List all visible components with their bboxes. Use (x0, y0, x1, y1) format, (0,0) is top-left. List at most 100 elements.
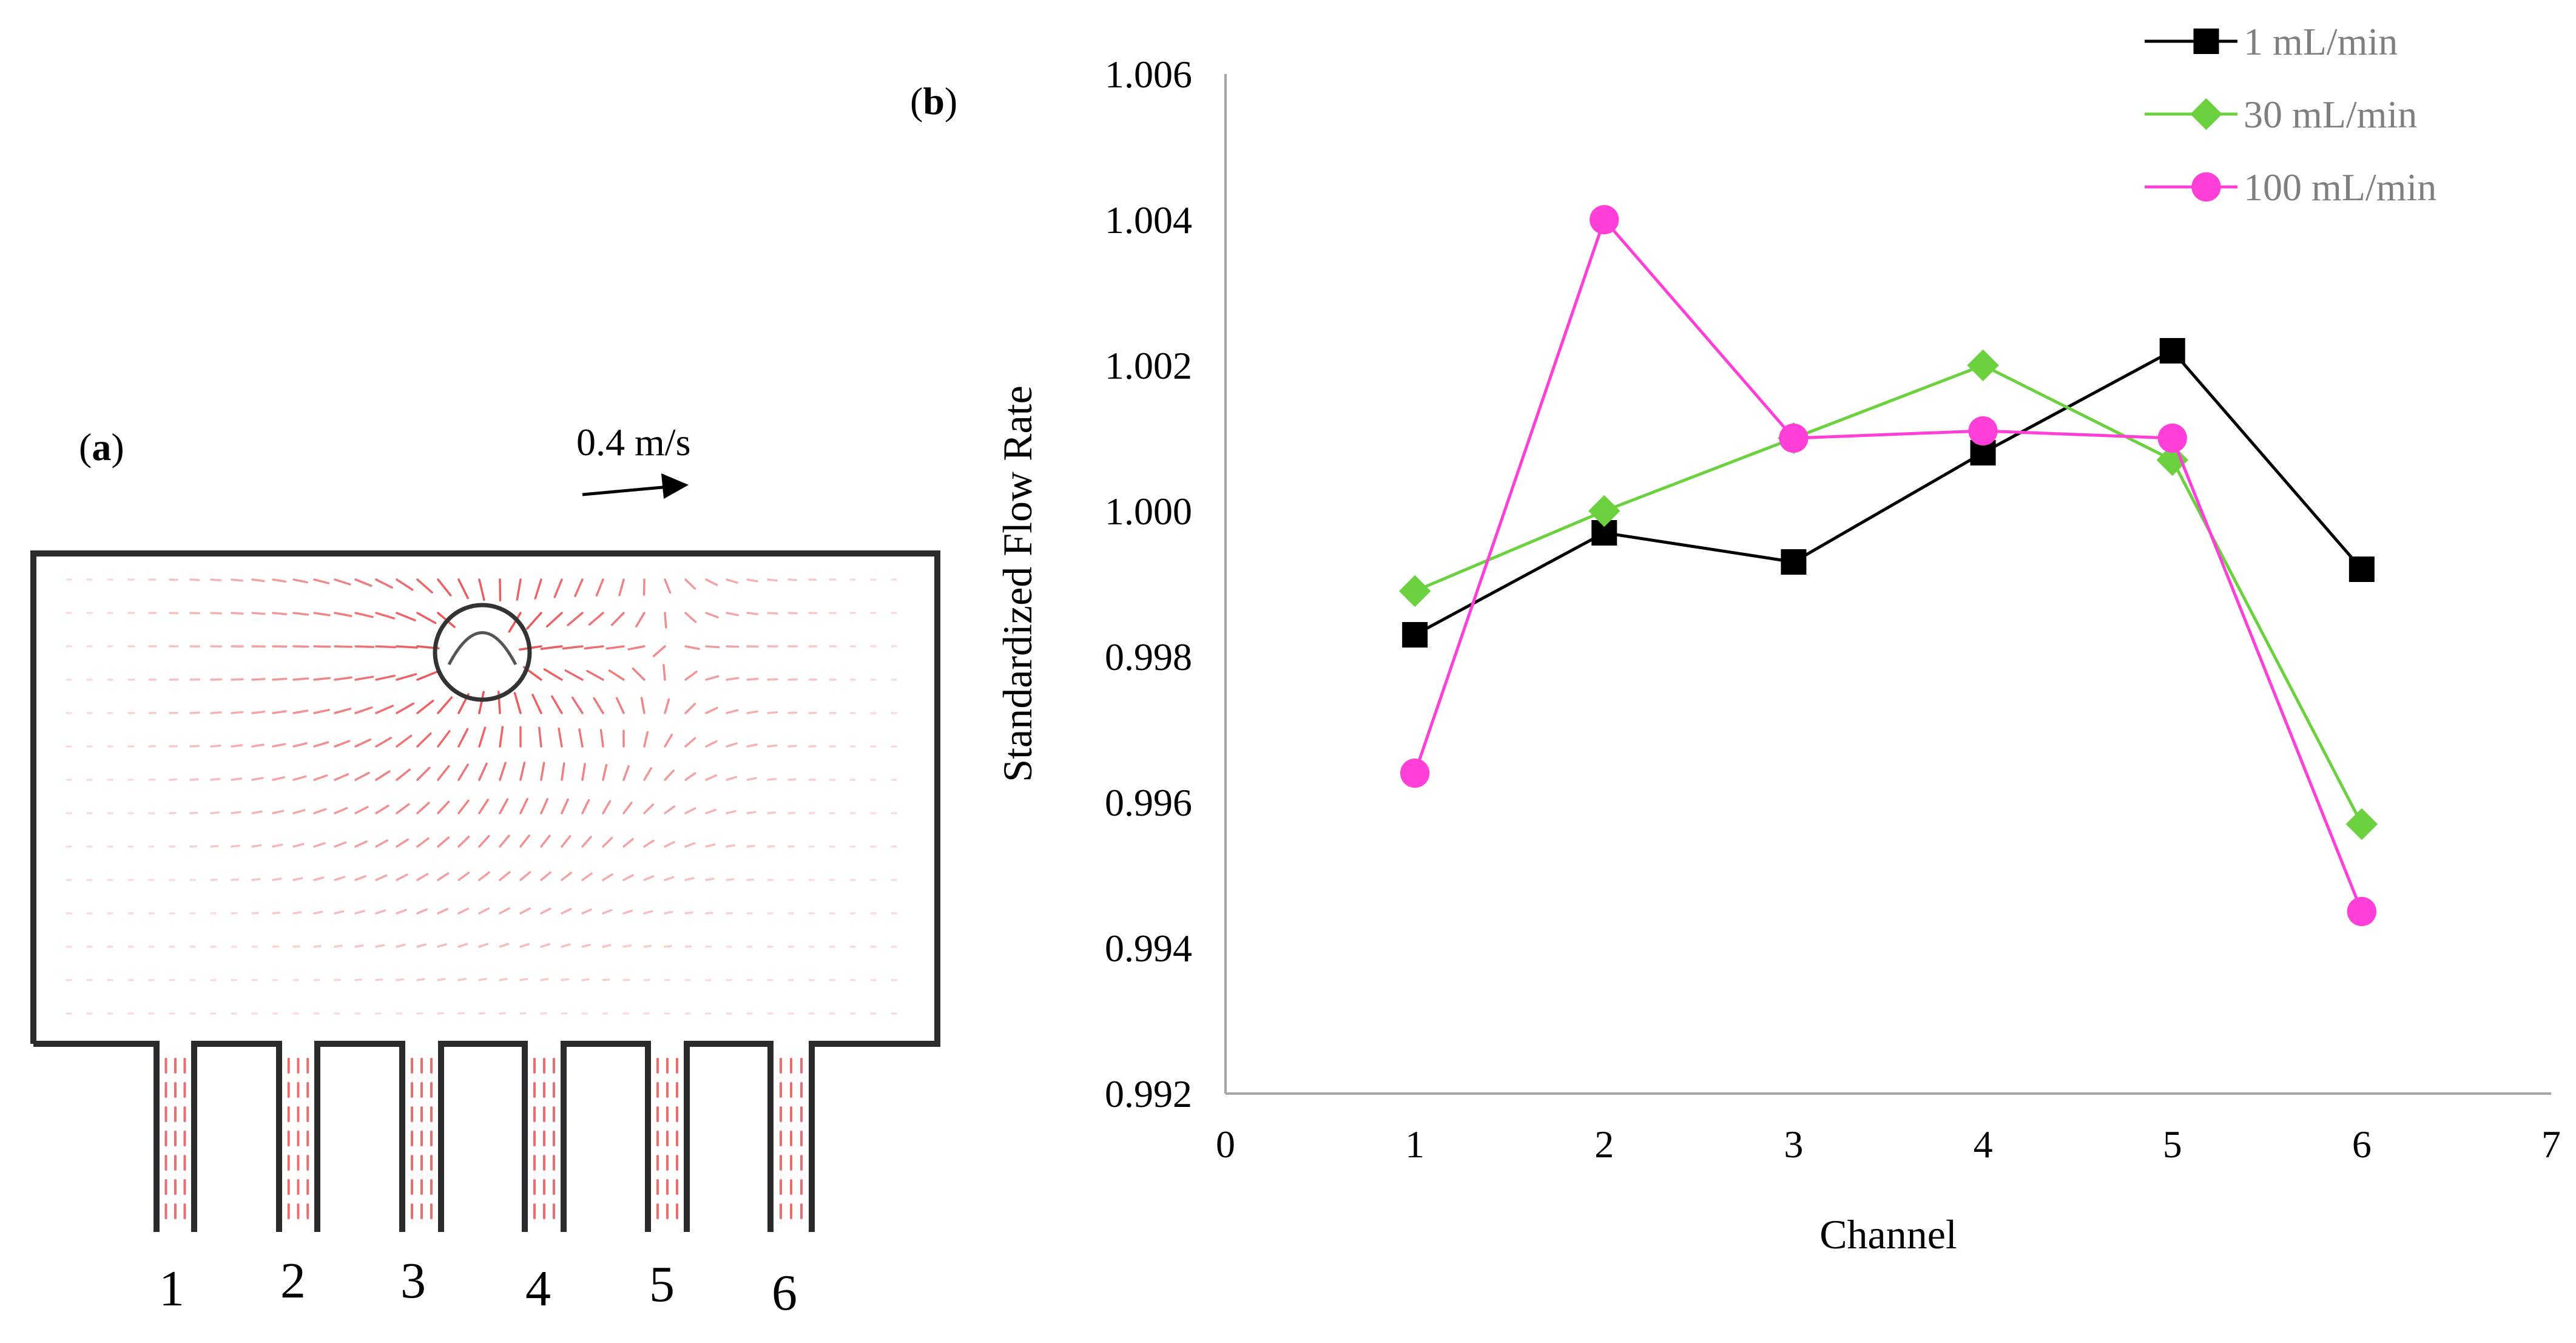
velocity-vector (313, 945, 322, 948)
velocity-vector (334, 807, 348, 814)
velocity-vector (272, 878, 282, 881)
velocity-vector (210, 612, 222, 615)
velocity-vector (581, 978, 590, 981)
velocity-vector (767, 777, 777, 781)
velocity-vector (615, 697, 625, 714)
channel-number-4: 4 (525, 1260, 551, 1317)
velocity-vector (396, 908, 407, 915)
velocity-vector (354, 645, 375, 648)
velocity-vector (684, 807, 696, 814)
velocity-vector (767, 578, 778, 582)
velocity-vector (354, 578, 373, 587)
velocity-vector (272, 612, 288, 615)
legend-marker (2193, 29, 2219, 54)
velocity-vector (664, 805, 676, 814)
velocity-vector (210, 678, 223, 681)
series-line (1414, 348, 2363, 637)
velocity-vector (396, 612, 416, 621)
velocity-vector (622, 801, 633, 814)
velocity-vector (540, 978, 549, 981)
velocity-vector (457, 763, 469, 781)
velocity-vector (787, 711, 798, 714)
velocity-vector (581, 944, 592, 948)
velocity-vector (313, 876, 325, 881)
velocity-vector (354, 910, 365, 915)
legend-item: 100 mL/min (2145, 166, 2436, 209)
velocity-vector (499, 798, 509, 814)
velocity-vector (531, 694, 542, 714)
velocity-vector (602, 837, 613, 848)
x-tick-label: 0 (1216, 1123, 1235, 1166)
velocity-vector (746, 578, 758, 583)
velocity-vector (354, 840, 368, 848)
velocity-vector (746, 710, 758, 714)
velocity-vector (508, 612, 522, 633)
velocity-vector (726, 578, 738, 584)
velocity-vector (705, 774, 717, 781)
velocity-vector (746, 677, 759, 681)
velocity-vector (313, 612, 331, 617)
velocity-vector (416, 837, 430, 848)
velocity-vector (210, 711, 222, 714)
velocity-vector (519, 834, 531, 848)
x-tick-label: 1 (1405, 1123, 1425, 1166)
y-tick-label: 0.994 (1105, 927, 1192, 970)
velocity-vector (726, 810, 737, 814)
velocity-vector (684, 772, 696, 781)
velocity-vector (593, 697, 604, 714)
velocity-vector (664, 733, 673, 748)
channel-number-5: 5 (649, 1256, 675, 1313)
velocity-vector (787, 612, 798, 615)
velocity-vector (396, 873, 408, 881)
velocity-vector (561, 943, 571, 948)
data-point (1588, 495, 1620, 527)
chamber-outline (30, 550, 940, 1232)
data-point (1968, 416, 1998, 446)
data-point (1779, 423, 1809, 453)
velocity-vector (231, 878, 240, 881)
velocity-vector (313, 677, 331, 681)
channel-number-6: 6 (772, 1265, 797, 1321)
velocity-vector (313, 708, 330, 714)
velocity-vector (545, 612, 563, 628)
velocity-vector (416, 732, 432, 748)
velocity-vector (334, 876, 346, 881)
velocity-vector (608, 669, 625, 681)
velocity-vector (437, 872, 450, 881)
velocity-vector (313, 774, 328, 781)
panel-a: (a) 0.4 m/s 1 2 3 4 5 6 (0, 0, 971, 1343)
velocity-vector (231, 578, 244, 582)
velocity-vector (313, 910, 323, 915)
velocity-vector (767, 845, 775, 848)
velocity-vector (726, 776, 738, 781)
velocity-vector (564, 669, 584, 681)
velocity-vector (663, 664, 666, 681)
velocity-vector (375, 874, 388, 881)
y-tick-label: 1.006 (1105, 53, 1192, 96)
velocity-vector (726, 844, 736, 848)
velocity-vector (635, 612, 646, 628)
velocity-vector (610, 612, 625, 626)
velocity-vector (354, 738, 371, 748)
velocity-vector (272, 578, 287, 583)
velocity-vector (292, 877, 303, 881)
velocity-vector (705, 878, 715, 881)
velocity-vector (478, 726, 487, 748)
velocity-vector (231, 678, 244, 681)
legend-label: 100 mL/min (2244, 166, 2436, 209)
velocity-vector (632, 667, 646, 681)
velocity-vector (643, 839, 655, 848)
velocity-vector (602, 978, 610, 981)
series-1 (1398, 349, 2378, 841)
velocity-vector (231, 844, 240, 848)
velocity-vector (540, 797, 549, 814)
velocity-vector (664, 945, 672, 948)
velocity-vector (643, 803, 655, 814)
velocity-vector (251, 878, 261, 881)
velocity-vector (210, 845, 219, 848)
velocity-vector (354, 805, 369, 814)
velocity-vector (437, 800, 450, 814)
velocity-vector (746, 844, 755, 848)
velocity-vector (746, 612, 759, 615)
velocity-vector (416, 943, 427, 948)
